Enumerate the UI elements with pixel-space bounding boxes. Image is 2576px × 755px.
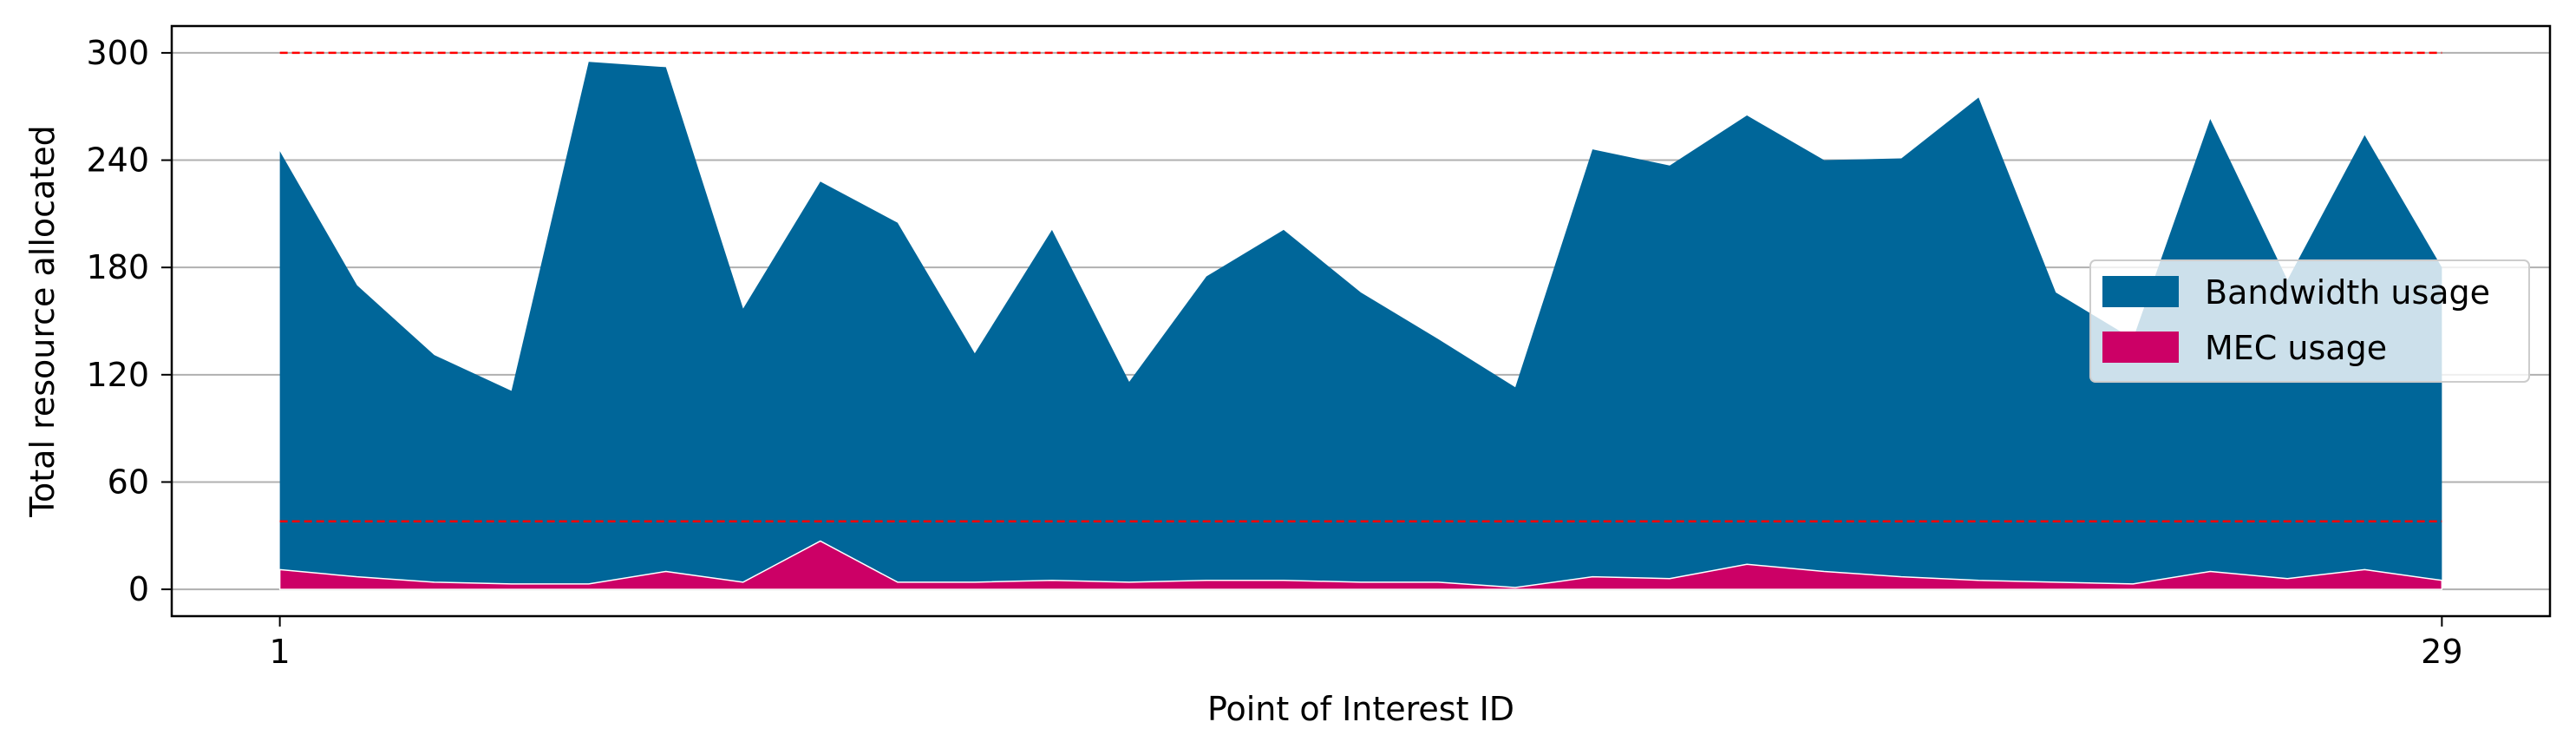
legend-swatch-bandwidth bbox=[2102, 276, 2179, 307]
legend-label-mec: MEC usage bbox=[2205, 329, 2387, 367]
y-tick-label: 300 bbox=[86, 34, 149, 72]
plot-frame bbox=[170, 24, 2552, 618]
y-tick-label: 60 bbox=[108, 463, 149, 501]
y-axis-label: Total resource allocated bbox=[23, 125, 62, 518]
x-axis-ticks: 1 29 bbox=[270, 616, 2463, 671]
y-tick-label: 120 bbox=[86, 356, 149, 394]
reference-line-layer bbox=[279, 51, 2442, 523]
x-tick-label: 29 bbox=[2421, 633, 2462, 671]
area-series-bandwidth bbox=[279, 62, 2442, 590]
y-tick-label: 0 bbox=[128, 570, 149, 608]
legend-swatch-mec bbox=[2102, 332, 2179, 363]
y-tick-label: 240 bbox=[86, 141, 149, 180]
legend-box bbox=[2089, 259, 2530, 383]
legend: Bandwidth usage MEC usage bbox=[2089, 259, 2530, 383]
y-axis-ticks: 0 60 120 180 240 300 bbox=[86, 34, 172, 608]
x-tick-label: 1 bbox=[270, 633, 291, 671]
area-layer bbox=[278, 62, 2443, 590]
y-tick-label: 180 bbox=[86, 248, 149, 286]
legend-label-bandwidth: Bandwidth usage bbox=[2205, 273, 2490, 312]
area-series-mec bbox=[278, 540, 2443, 590]
x-axis-label: Point of Interest ID bbox=[1207, 690, 1514, 728]
